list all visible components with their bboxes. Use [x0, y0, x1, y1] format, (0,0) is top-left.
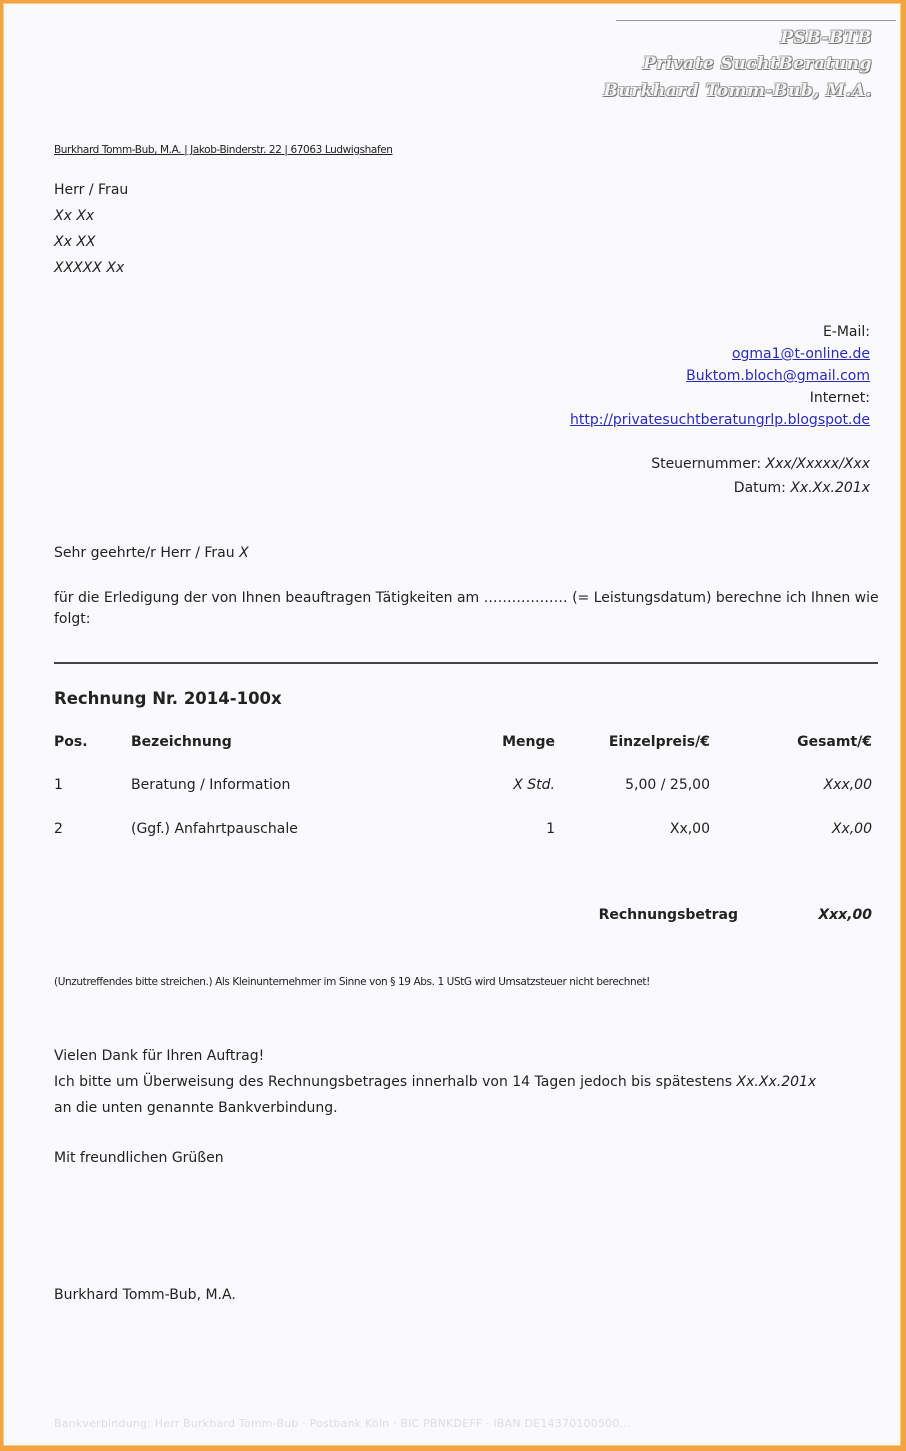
regards: Mit freundlichen Grüßen: [54, 1150, 224, 1166]
header-pos: Pos.: [54, 734, 88, 750]
greeting: Sehr geehrte/r Herr / Frau X: [54, 545, 249, 561]
header-description: Bezeichnung: [131, 734, 232, 750]
invoice-page: PSB-BTB Private SuchtBeratung Burkhard T…: [3, 3, 901, 1446]
row1-unit-price: 5,00 / 25,00: [625, 777, 710, 793]
recipient-street: Xx XX: [54, 234, 96, 250]
payment-text: Ich bitte um Überweisung des Rechnungsbe…: [54, 1074, 816, 1090]
row1-total: Xxx,00: [823, 777, 872, 793]
tax-label: Steuernummer:: [651, 456, 762, 472]
row2-unit-price: Xx,00: [669, 821, 710, 837]
thanks-text: Vielen Dank für Ihren Auftrag!: [54, 1048, 265, 1064]
row1-pos: 1: [54, 777, 63, 793]
intro-text: für die Erledigung der von Ihnen beauftr…: [54, 590, 879, 627]
divider: [54, 662, 878, 664]
row2-description: (Ggf.) Anfahrtpauschale: [131, 821, 298, 837]
payment-date: Xx.Xx.201x: [736, 1074, 817, 1090]
email-link-1[interactable]: ogma1@t-online.de: [731, 346, 870, 362]
payment-text-2: an die unten genannte Bankverbindung.: [54, 1100, 338, 1116]
row1-description: Beratung / Information: [131, 777, 291, 793]
recipient-salutation: Herr / Frau: [54, 182, 129, 198]
header-rule: [616, 20, 896, 21]
greeting-name: X: [239, 545, 249, 561]
email-label: E-Mail:: [822, 324, 870, 340]
recipient-city: XXXXX Xx: [54, 260, 125, 276]
letterhead-line1: PSB-BTB: [780, 28, 872, 48]
row1-quantity: X Std.: [513, 777, 555, 793]
internet-label: Internet:: [809, 390, 870, 406]
total-value: Xxx,00: [818, 907, 872, 923]
email-link-2[interactable]: Buktom.bloch@gmail.com: [686, 368, 870, 384]
letterhead-line3: Burkhard Tomm-Bub, M.A.: [603, 81, 872, 101]
tax-note: (Unzutreffendes bitte streichen.) Als Kl…: [54, 976, 650, 988]
row2-pos: 2: [54, 821, 63, 837]
bank-details-footer: Bankverbindung: Herr Burkhard Tomm-Bub ·…: [54, 1417, 631, 1430]
website-link[interactable]: http://privatesuchtberatungrlp.blogspot.…: [570, 412, 870, 428]
header-quantity: Menge: [502, 734, 555, 750]
row2-total: Xx,00: [831, 821, 872, 837]
payment-text-main: Ich bitte um Überweisung des Rechnungsbe…: [54, 1074, 733, 1090]
header-unit-price: Einzelpreis/€: [608, 734, 710, 750]
signature-name: Burkhard Tomm-Bub, M.A.: [54, 1287, 236, 1303]
letterhead-line2: Private SuchtBeratung: [643, 54, 872, 74]
date-value: Xx.Xx.201x: [790, 480, 870, 496]
date-label: Datum:: [733, 480, 786, 496]
greeting-text: Sehr geehrte/r Herr / Frau: [54, 545, 235, 561]
sender-line: Burkhard Tomm-Bub, M.A. | Jakob-Binderst…: [54, 144, 393, 156]
date: Datum: Xx.Xx.201x: [734, 480, 870, 496]
header-total: Gesamt/€: [797, 734, 872, 750]
invoice-title: Rechnung Nr. 2014-100x: [54, 689, 282, 708]
tax-value: Xxx/Xxxxx/Xxx: [765, 456, 871, 472]
total-label: Rechnungsbetrag: [598, 907, 738, 923]
row2-quantity: 1: [546, 821, 555, 837]
recipient-name: Xx Xx: [54, 208, 95, 224]
tax-number: Steuernummer: Xxx/Xxxxx/Xxx: [651, 456, 870, 472]
